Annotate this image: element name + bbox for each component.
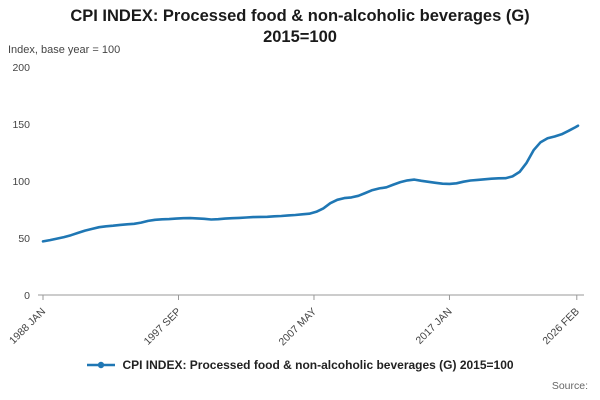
legend-dot xyxy=(98,361,105,369)
chart-subtitle: Index, base year = 100 xyxy=(8,44,121,56)
chart-svg: 0 50 100 150 200 1988 JAN 1997 SEP 2007 MAY 2017… xyxy=(7,62,584,349)
x-tick-label: 2026 FEB xyxy=(540,306,582,348)
y-tick-label: 50 xyxy=(18,233,30,245)
y-tick-label: 200 xyxy=(12,62,30,74)
x-tick-label: 2017 JAN xyxy=(413,306,454,347)
x-tick-label: 2007 MAY xyxy=(276,306,319,349)
y-tick-label: 150 xyxy=(12,119,30,131)
legend[interactable]: CPI INDEX: Processed food & non-alcoholi… xyxy=(0,358,600,372)
legend-marker xyxy=(87,361,116,369)
x-tick-label: 1988 JAN xyxy=(7,306,48,347)
y-tick-label: 0 xyxy=(24,290,30,302)
legend-label: CPI INDEX: Processed food & non-alcoholi… xyxy=(122,358,514,372)
series-line[interactable] xyxy=(41,124,580,243)
chart-title: CPI INDEX: Processed food & non-alcoholi… xyxy=(70,7,530,46)
y-tick-label: 100 xyxy=(12,176,30,188)
source-label: Source: xyxy=(551,380,588,392)
x-tick-label: 1997 SEP xyxy=(142,306,184,348)
